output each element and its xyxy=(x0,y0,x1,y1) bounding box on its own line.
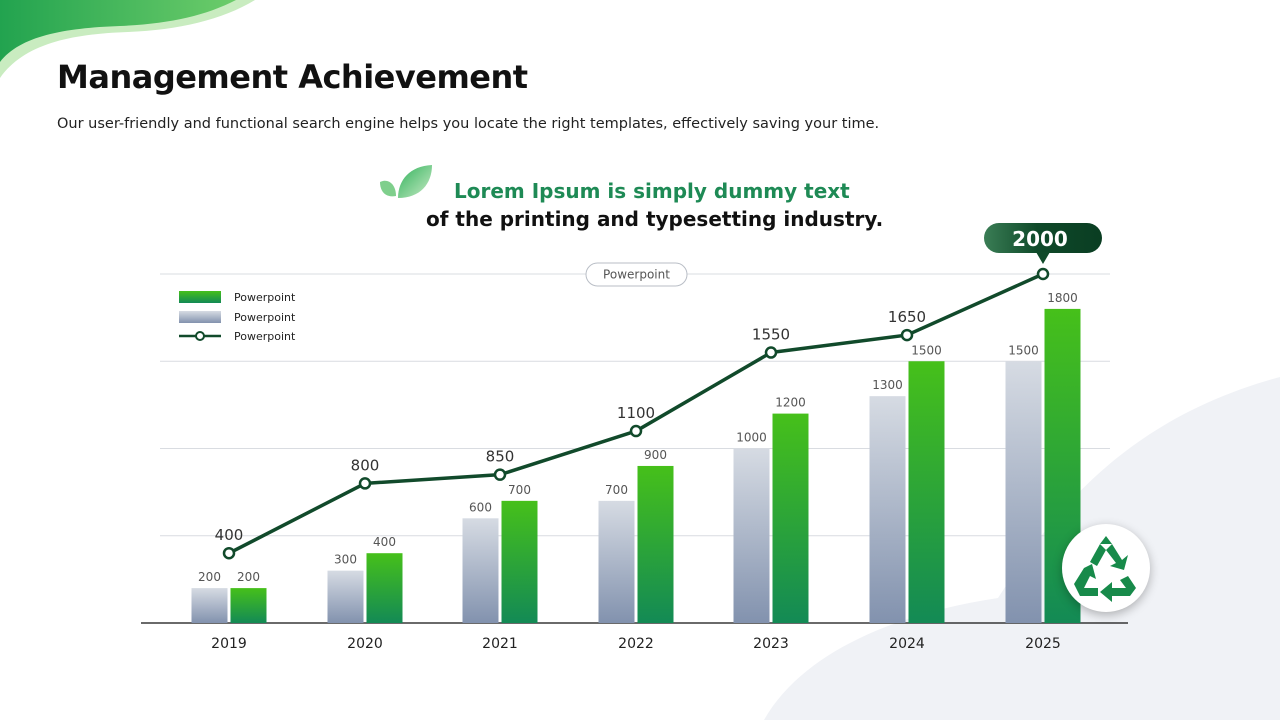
legend-swatch-marker xyxy=(195,331,205,341)
bar-gray-label: 300 xyxy=(334,553,357,567)
line-point-label: 400 xyxy=(215,526,244,544)
line-point-label: 1100 xyxy=(617,404,655,422)
bar-green-label: 900 xyxy=(644,448,667,462)
bar-gray-2019 xyxy=(191,588,228,623)
x-tick-label: 2023 xyxy=(753,636,789,652)
leaf-icon xyxy=(380,165,432,198)
line-point xyxy=(1036,267,1050,281)
bar-green-label: 1500 xyxy=(911,343,942,357)
x-tick-label: 2021 xyxy=(482,636,518,652)
x-tick-label: 2025 xyxy=(1025,636,1061,652)
bar-green-2021 xyxy=(501,500,538,623)
chart-gridlines xyxy=(141,273,1128,624)
bar-gray-2023 xyxy=(733,448,770,623)
chart-title: Powerpoint xyxy=(603,268,670,282)
callout-bubble xyxy=(984,223,1102,253)
bar-gray-label: 200 xyxy=(198,570,221,584)
bar-gray-2022 xyxy=(598,500,635,623)
recycle-badge xyxy=(1062,524,1150,612)
line-point xyxy=(764,346,778,359)
bar-green-label: 1800 xyxy=(1047,291,1078,305)
line-point-label: 850 xyxy=(486,448,515,466)
bar-gray-label: 600 xyxy=(469,500,492,514)
line-point xyxy=(900,328,914,342)
legend-label-1: Powerpoint xyxy=(234,291,296,304)
bar-gray-2020 xyxy=(327,570,364,623)
callout-value: 2000 xyxy=(1012,227,1068,251)
bar-green-2019 xyxy=(230,588,267,623)
bar-green-2024 xyxy=(908,361,945,623)
bar-green-label: 1200 xyxy=(775,396,806,410)
line-point xyxy=(493,468,507,481)
bar-green-2023 xyxy=(772,413,809,623)
x-tick-label: 2019 xyxy=(211,636,247,652)
bar-gray-2021 xyxy=(462,518,499,623)
x-tick-label: 2024 xyxy=(889,636,925,652)
page-title: Management Achievement xyxy=(57,58,528,96)
line-point-label: 1650 xyxy=(888,308,926,326)
bar-gray-label: 1500 xyxy=(1008,343,1039,357)
chart-bars xyxy=(191,308,1081,623)
bar-gray-label: 700 xyxy=(605,483,628,497)
line-point xyxy=(629,424,643,438)
chart-line-layer xyxy=(222,267,1050,560)
recycle-icon xyxy=(1074,536,1136,602)
legend-label-3: Powerpoint xyxy=(234,330,296,343)
bar-green-label: 400 xyxy=(373,535,396,549)
highlight-callout: 2000 xyxy=(984,223,1102,264)
headline-line-1: Lorem Ipsum is simply dummy text xyxy=(454,179,850,203)
chart-legend: Powerpoint Powerpoint Powerpoint xyxy=(179,291,296,343)
legend-swatch-gray xyxy=(179,311,221,323)
bar-green-2022 xyxy=(637,465,674,623)
legend-label-2: Powerpoint xyxy=(234,311,296,324)
page-subtitle: Our user-friendly and functional search … xyxy=(57,116,880,132)
bar-green-2020 xyxy=(366,553,403,623)
bar-gray-label: 1000 xyxy=(736,431,767,445)
x-tick-label: 2022 xyxy=(618,636,654,652)
line-point-label: 800 xyxy=(351,456,380,474)
bar-gray-2024 xyxy=(869,396,906,623)
line-point xyxy=(222,546,236,560)
x-tick-label: 2020 xyxy=(347,636,383,652)
bar-green-label: 700 xyxy=(508,483,531,497)
legend-swatch-green xyxy=(179,291,221,303)
bar-gray-2025 xyxy=(1005,361,1042,623)
line-point xyxy=(358,477,372,490)
chart-labels: 200 200 2019 300 400 2020 600 700 2021 700 900 2022… xyxy=(198,291,1078,652)
line-point-label: 1550 xyxy=(752,326,790,344)
bar-green-label: 200 xyxy=(237,570,260,584)
callout-pointer xyxy=(1036,252,1050,264)
headline-line-2: of the printing and typesetting industry… xyxy=(426,207,884,231)
chart-title-pill xyxy=(585,262,688,287)
bar-gray-label: 1300 xyxy=(872,378,903,392)
